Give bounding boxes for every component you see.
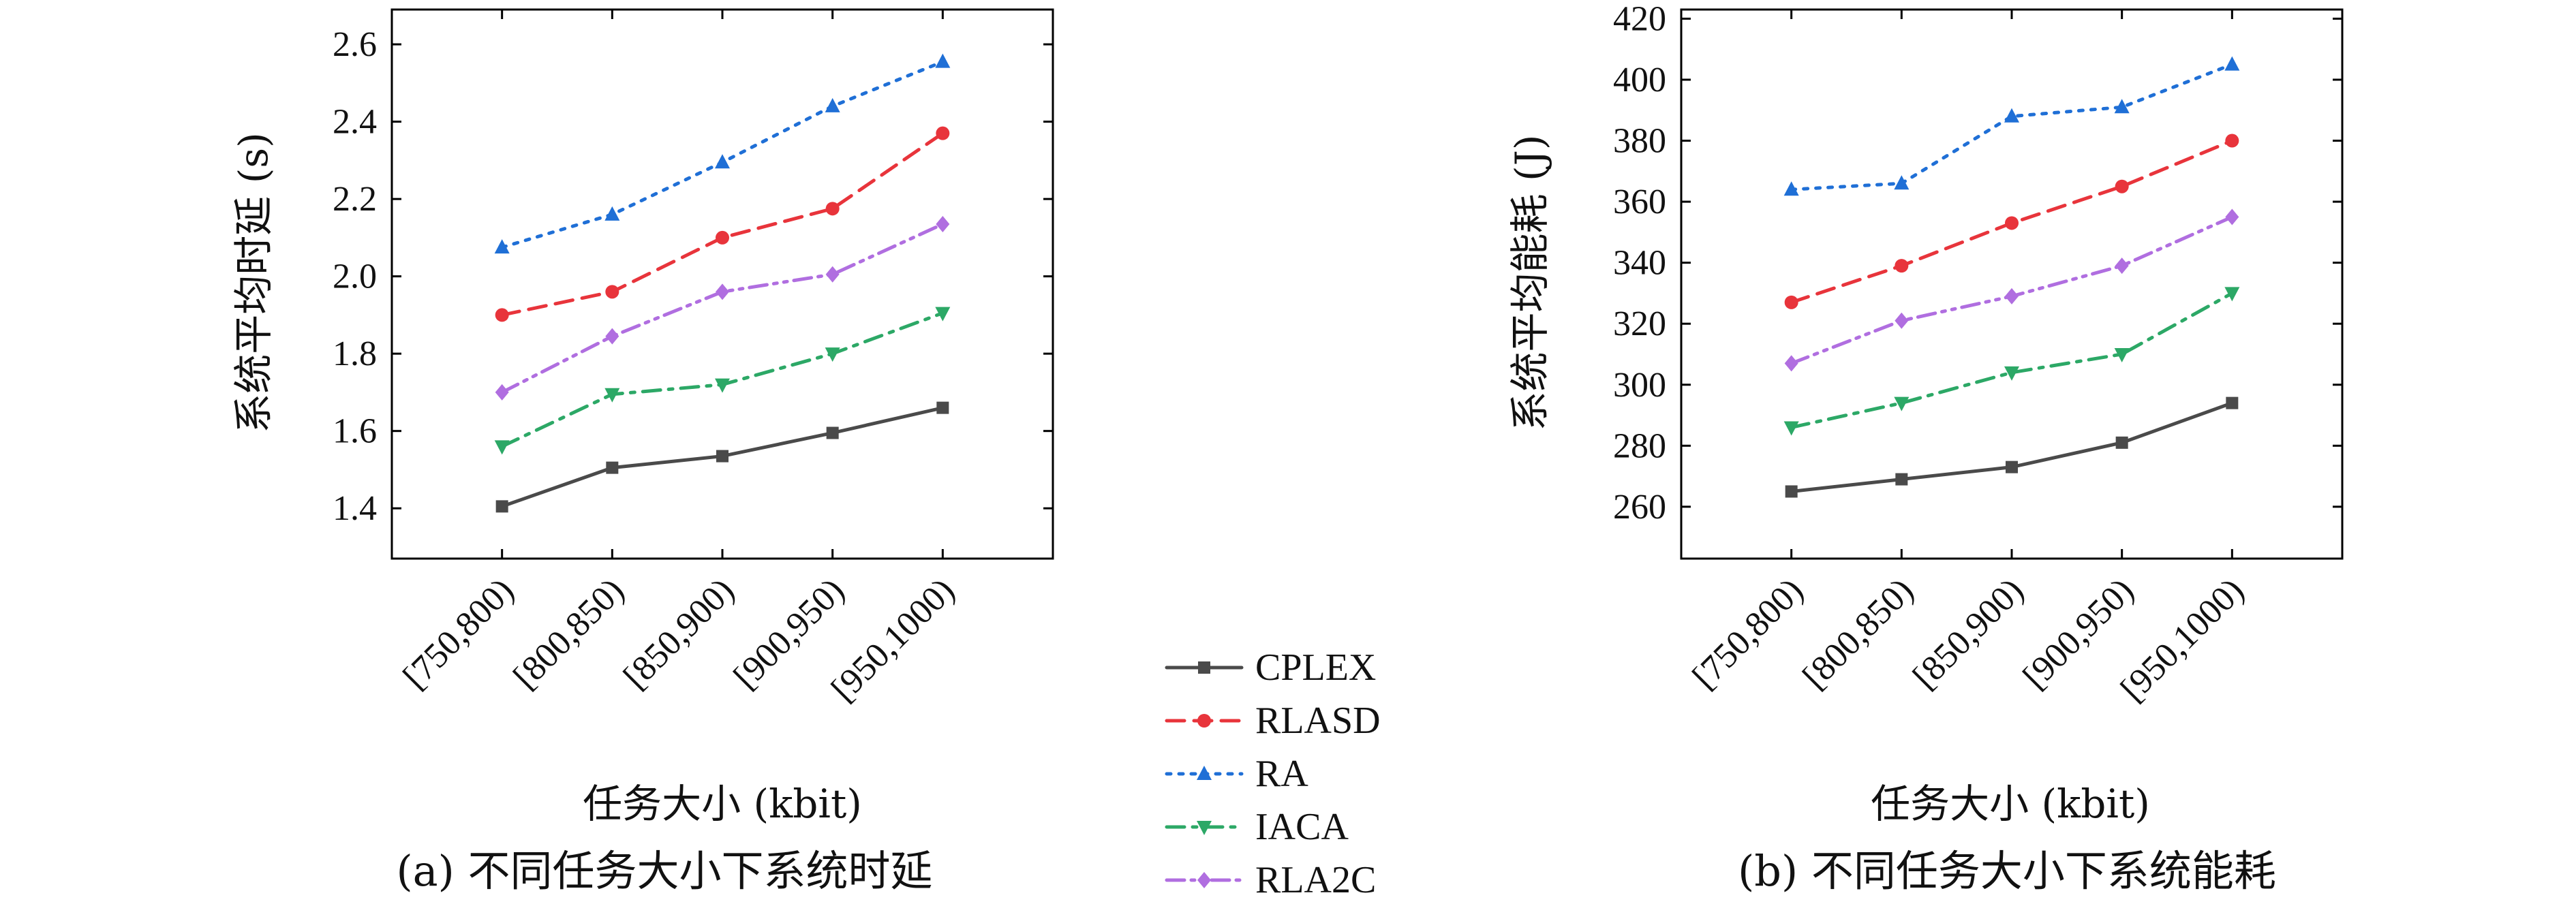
y-tick-label: 2.6 bbox=[333, 25, 377, 64]
caption-latency: (a) 不同任务大小下系统时延 bbox=[396, 846, 932, 896]
data-point-ra bbox=[604, 206, 620, 221]
data-point-ra bbox=[1894, 175, 1910, 190]
data-point-rla2c bbox=[605, 328, 619, 345]
data-point-rla2c bbox=[1784, 355, 1798, 372]
data-point-ra bbox=[715, 154, 730, 169]
data-point-rlasd bbox=[2005, 216, 2019, 230]
data-point-iaca bbox=[2224, 287, 2240, 302]
data-point-rla2c bbox=[495, 384, 509, 401]
data-point-rlasd bbox=[2115, 179, 2129, 193]
data-point-rlasd bbox=[1895, 259, 1909, 273]
plot-frame-energy bbox=[1680, 8, 2344, 560]
data-point-cplex bbox=[716, 450, 729, 463]
series-line-rla2c bbox=[500, 222, 945, 394]
data-point-ra bbox=[494, 239, 510, 254]
y-tick-label: 380 bbox=[1613, 122, 1666, 161]
chart-latency: (a) 不同任务大小下系统时延 任务大小 (kbit) 系统平均时延 (s) 1… bbox=[230, 8, 1054, 896]
data-point-rlasd bbox=[825, 202, 840, 216]
legend-marker-iaca bbox=[1197, 821, 1212, 835]
data-point-iaca bbox=[1783, 421, 1799, 436]
y-tick-label: 360 bbox=[1613, 183, 1666, 221]
legend-marker-ra bbox=[1197, 766, 1212, 780]
x-tick-label: [750,800) bbox=[396, 571, 521, 696]
y-tick-label: 300 bbox=[1613, 366, 1666, 405]
data-point-cplex bbox=[936, 401, 949, 414]
data-point-rlasd bbox=[716, 230, 729, 245]
data-point-cplex bbox=[606, 461, 619, 474]
data-point-rla2c bbox=[2225, 208, 2239, 225]
ylabel-latency: 系统平均时延 (s) bbox=[230, 132, 277, 433]
legend-label-rlasd: RLASD bbox=[1255, 700, 1381, 742]
legend-marker-rlasd bbox=[1197, 714, 1211, 728]
data-point-rla2c bbox=[825, 266, 840, 283]
legend-label-iaca: IACA bbox=[1255, 806, 1349, 848]
xlabel-latency: 任务大小 (kbit) bbox=[583, 781, 862, 827]
data-point-cplex bbox=[2115, 436, 2128, 449]
y-tick-label: 2.0 bbox=[333, 257, 377, 296]
data-point-iaca bbox=[825, 347, 840, 362]
legend-label-cplex: CPLEX bbox=[1255, 646, 1376, 689]
y-tick-label: 1.8 bbox=[333, 334, 377, 373]
legend-marker-rla2c bbox=[1197, 872, 1211, 888]
x-tick-label: [800,850) bbox=[506, 571, 632, 696]
x-tick-label: [850,900) bbox=[1905, 571, 2031, 696]
y-tick-label: 340 bbox=[1613, 244, 1666, 283]
data-point-cplex bbox=[1895, 473, 1908, 486]
data-point-cplex bbox=[2226, 396, 2239, 409]
legend: CPLEX RLASD RA IACA RLA2C bbox=[1165, 646, 1381, 901]
x-tick-label: [800,850) bbox=[1796, 571, 1921, 696]
ylabel-energy: 系统平均能耗 (J) bbox=[1507, 135, 1553, 431]
y-tick-label: 400 bbox=[1613, 61, 1666, 99]
data-point-rlasd bbox=[495, 308, 509, 322]
data-point-ra bbox=[2224, 56, 2240, 71]
data-point-iaca bbox=[604, 388, 620, 403]
caption-energy: (b) 不同任务大小下系统能耗 bbox=[1738, 846, 2276, 896]
data-point-rla2c bbox=[2115, 257, 2129, 275]
data-point-iaca bbox=[715, 378, 730, 393]
data-point-iaca bbox=[935, 307, 951, 322]
y-tick-label: 420 bbox=[1613, 0, 1666, 38]
data-point-rlasd bbox=[936, 126, 950, 140]
data-point-rlasd bbox=[2225, 134, 2239, 148]
y-tick-label: 1.6 bbox=[333, 412, 377, 451]
data-point-ra bbox=[825, 97, 840, 112]
y-tick-label: 2.4 bbox=[333, 103, 377, 142]
data-point-rlasd bbox=[605, 285, 619, 299]
series-line-cplex bbox=[1790, 401, 2234, 493]
chart-energy: (b) 不同任务大小下系统能耗 任务大小 (kbit) 系统平均能耗 (J) 2… bbox=[1507, 0, 2344, 896]
y-tick-label: 1.4 bbox=[333, 489, 377, 528]
data-point-rla2c bbox=[936, 216, 950, 233]
data-point-cplex bbox=[2006, 460, 2018, 473]
data-point-ra bbox=[2114, 99, 2130, 114]
data-point-rlasd bbox=[1784, 295, 1798, 309]
xlabel-energy: 任务大小 (kbit) bbox=[1871, 781, 2150, 827]
legend-marker-cplex bbox=[1198, 661, 1210, 674]
x-tick-label: [850,900) bbox=[616, 571, 741, 696]
data-point-ra bbox=[935, 53, 951, 68]
legend-label-ra: RA bbox=[1255, 753, 1308, 795]
series-line-ra bbox=[1790, 63, 2234, 191]
y-tick-label: 260 bbox=[1613, 488, 1666, 527]
data-point-iaca bbox=[2004, 366, 2019, 381]
data-point-rla2c bbox=[716, 283, 729, 300]
data-point-iaca bbox=[2114, 347, 2130, 362]
x-tick-label: [750,800) bbox=[1685, 571, 1811, 696]
data-point-ra bbox=[1783, 181, 1799, 196]
data-point-cplex bbox=[495, 500, 508, 513]
data-point-ra bbox=[2004, 108, 2019, 123]
data-point-rla2c bbox=[2005, 287, 2019, 304]
series-line-iaca bbox=[1790, 291, 2234, 429]
data-point-rla2c bbox=[1895, 312, 1909, 329]
legend-label-rla2c: RLA2C bbox=[1255, 859, 1376, 901]
data-point-cplex bbox=[826, 426, 839, 439]
y-tick-label: 2.2 bbox=[333, 180, 377, 219]
y-tick-label: 320 bbox=[1613, 304, 1666, 343]
y-tick-label: 280 bbox=[1613, 426, 1666, 465]
data-point-iaca bbox=[494, 440, 510, 455]
data-point-cplex bbox=[1785, 485, 1798, 498]
data-point-iaca bbox=[1894, 396, 1910, 411]
